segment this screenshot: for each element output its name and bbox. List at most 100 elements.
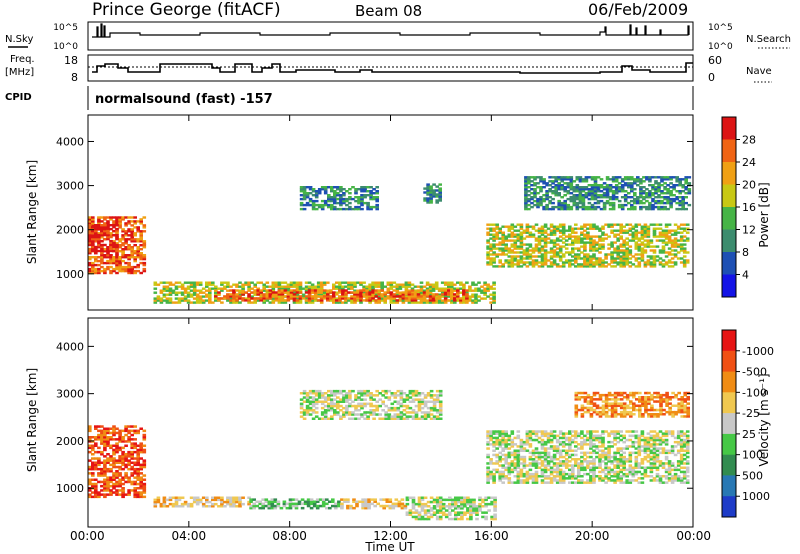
scatter-cell bbox=[531, 472, 536, 476]
scatter-cell bbox=[417, 400, 422, 403]
scatter-cell bbox=[361, 504, 365, 508]
freq-tick-high: 18 bbox=[64, 54, 78, 67]
scatter-cell bbox=[571, 263, 575, 266]
scatter-cell bbox=[592, 263, 596, 266]
scatter-cell bbox=[375, 413, 379, 416]
scatter-cell bbox=[299, 190, 304, 193]
scatter-cell bbox=[429, 396, 434, 399]
scatter-cell bbox=[432, 400, 437, 403]
scatter-cell bbox=[657, 184, 661, 187]
scatter-cell bbox=[501, 466, 505, 469]
scatter-cell bbox=[414, 515, 419, 519]
scatter-cell bbox=[633, 201, 637, 205]
scatter-cell bbox=[604, 257, 608, 260]
scatter-cell bbox=[568, 237, 572, 240]
scatter-cell bbox=[560, 207, 564, 211]
scatter-cell bbox=[417, 404, 422, 408]
scatter-cell bbox=[549, 261, 554, 264]
scatter-cell bbox=[274, 299, 279, 302]
scatter-cell bbox=[537, 440, 542, 444]
scatter-cell bbox=[631, 233, 636, 236]
scatter-cell bbox=[667, 223, 672, 226]
scatter-cell bbox=[253, 301, 257, 304]
scatter-cell bbox=[91, 484, 95, 488]
scatter-cell bbox=[448, 502, 452, 506]
scatter-cell bbox=[159, 299, 164, 302]
scatter-cell bbox=[429, 513, 434, 516]
scatter-cell bbox=[501, 251, 505, 254]
scatter-cell bbox=[235, 498, 239, 502]
scatter-cell bbox=[435, 411, 440, 414]
scatter-cell bbox=[371, 299, 375, 302]
scatter-cell bbox=[211, 502, 215, 506]
scatter-cell bbox=[558, 472, 563, 476]
scatter-cell bbox=[648, 196, 652, 199]
scatter-cell bbox=[426, 515, 431, 519]
scatter-cell bbox=[118, 244, 122, 247]
scatter-cell bbox=[394, 498, 399, 501]
scatter-cell bbox=[100, 453, 104, 456]
scatter-cell bbox=[334, 506, 338, 510]
scatter-cell bbox=[593, 190, 598, 193]
scatter-cell bbox=[302, 190, 307, 193]
scatter-cell bbox=[395, 291, 400, 294]
scatter-cell bbox=[678, 180, 682, 183]
scatter-cell bbox=[466, 498, 470, 502]
scatter-cell bbox=[571, 249, 575, 252]
scatter-cell bbox=[360, 201, 364, 205]
scatter-cell bbox=[391, 506, 396, 510]
nave-label: Nave bbox=[746, 66, 772, 77]
scatter-cell bbox=[103, 446, 107, 450]
scatter-cell bbox=[405, 404, 410, 408]
scatter-cell bbox=[106, 438, 110, 441]
scatter-cell bbox=[561, 477, 566, 480]
scatter-cell bbox=[459, 287, 463, 290]
scatter-cell bbox=[367, 498, 371, 501]
scatter-cell bbox=[489, 460, 493, 463]
scatter-cell bbox=[438, 500, 443, 504]
scatter-cell bbox=[379, 504, 383, 508]
scatter-cell bbox=[88, 227, 92, 231]
scatter-cell bbox=[307, 299, 312, 302]
scatter-cell bbox=[183, 281, 188, 284]
scatter-cell bbox=[165, 505, 170, 508]
scatter-cell bbox=[103, 442, 107, 445]
scatter-cell bbox=[109, 261, 113, 265]
scatter-cell bbox=[417, 496, 422, 499]
scatter-cell bbox=[377, 291, 381, 294]
scatter-cell bbox=[270, 502, 275, 506]
scatter-cell bbox=[124, 476, 128, 479]
scatter-cell bbox=[454, 498, 458, 502]
scatter-cell bbox=[435, 185, 439, 188]
scatter-cell bbox=[543, 229, 548, 232]
scatter-cell bbox=[307, 291, 312, 294]
scatter-cell bbox=[657, 182, 661, 185]
scatter-cell bbox=[459, 291, 463, 294]
scatter-cell bbox=[342, 406, 346, 410]
scatter-cell bbox=[94, 240, 98, 243]
scatter-cell bbox=[492, 227, 496, 230]
scatter-cell bbox=[124, 230, 128, 233]
scatter-cell bbox=[524, 188, 528, 191]
scatter-cell bbox=[363, 392, 367, 395]
scatter-cell bbox=[305, 186, 310, 189]
scatter-cell bbox=[165, 281, 170, 284]
scatter-cell bbox=[493, 496, 497, 499]
scatter-cell bbox=[507, 481, 512, 484]
scatter-cell bbox=[492, 297, 496, 300]
scatter-cell bbox=[592, 247, 596, 250]
scatter-cell bbox=[574, 231, 578, 234]
scatter-cell bbox=[525, 438, 530, 442]
scatter-cell bbox=[130, 429, 134, 433]
scatter-cell bbox=[333, 197, 337, 201]
scatter-cell bbox=[118, 238, 122, 241]
scatter-cell bbox=[578, 180, 583, 183]
scatter-cell bbox=[620, 207, 625, 211]
scatter-cell bbox=[97, 246, 101, 249]
scatter-cell bbox=[510, 231, 515, 234]
scatter-cell bbox=[655, 223, 660, 226]
scatter-cell bbox=[220, 297, 224, 300]
scatter-cell bbox=[357, 188, 361, 191]
scatter-cell bbox=[109, 427, 113, 430]
scatter-cell bbox=[338, 297, 342, 300]
